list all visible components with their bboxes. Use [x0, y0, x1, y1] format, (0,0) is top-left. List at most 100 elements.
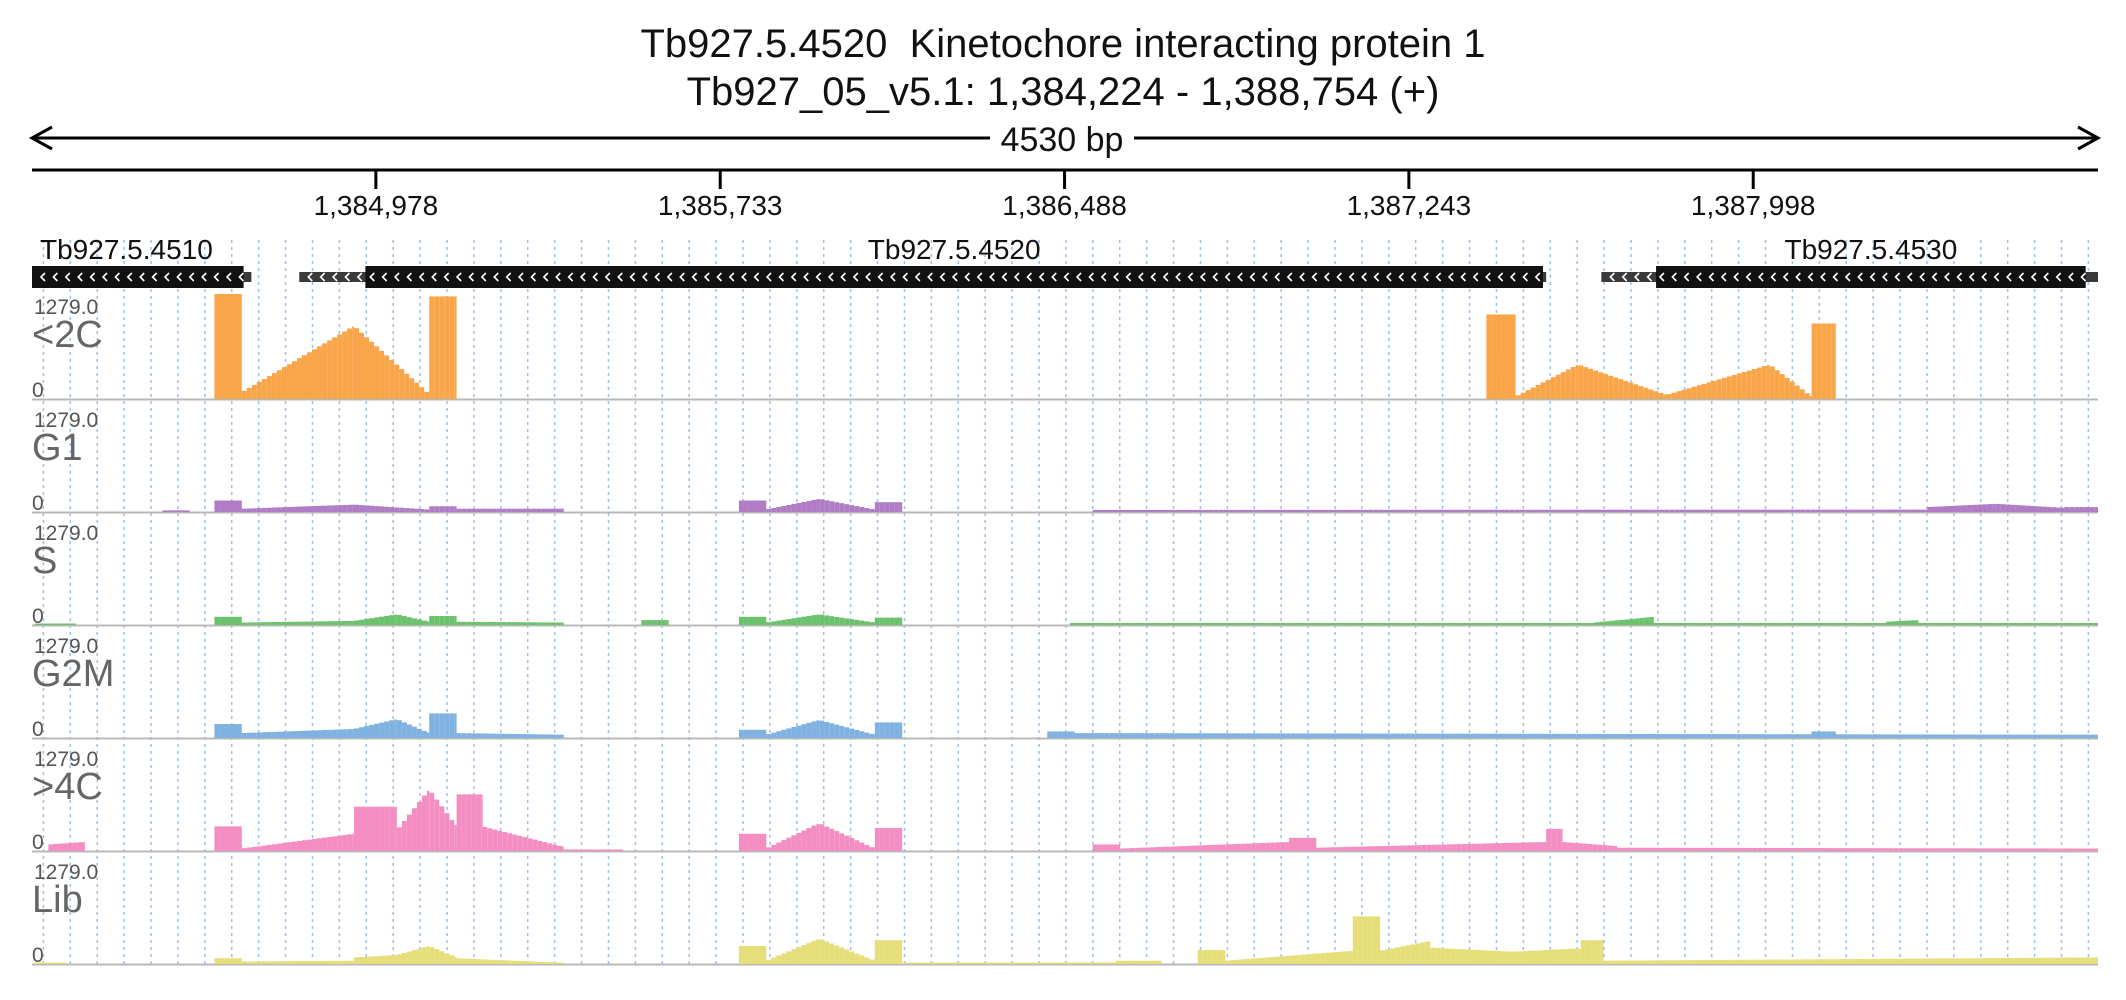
strand-arrow — [1795, 272, 1801, 282]
coverage-bar — [291, 361, 297, 399]
coverage-bar — [526, 508, 532, 512]
coverage-bar — [1653, 391, 1659, 399]
coverage-bar — [1522, 951, 1528, 964]
y-max-label: 1279.0 — [34, 635, 98, 658]
coverage-bar — [476, 959, 482, 964]
coverage-bar — [894, 617, 900, 625]
coverage-bar — [1303, 837, 1309, 851]
coverage-bar — [347, 328, 353, 399]
coverage-bar — [2012, 734, 2018, 738]
coverage-bar — [396, 827, 402, 851]
coverage-bar — [1210, 844, 1216, 851]
coverage-bar — [1320, 953, 1326, 964]
coverage-bar — [1575, 365, 1579, 399]
coverage-bar — [449, 506, 455, 512]
coverage-bar — [1787, 848, 1793, 851]
coverage-bar — [2052, 734, 2058, 738]
coverage-bar — [613, 849, 619, 851]
coverage-bar — [902, 962, 908, 964]
coverage-bar — [1540, 382, 1546, 399]
coverage-bar — [2084, 507, 2090, 512]
coverage-bar — [1360, 622, 1367, 625]
coverage-bar — [364, 806, 370, 851]
coverage-bar — [1731, 734, 1737, 738]
coverage-bar — [748, 616, 754, 625]
coverage-bar — [1544, 509, 1550, 512]
coverage-bar — [1875, 509, 1881, 512]
coverage-bar — [1233, 509, 1239, 512]
coverage-bar — [1198, 509, 1204, 512]
coverage-bar — [1569, 509, 1575, 512]
coverage-bar — [2023, 848, 2029, 851]
coverage-bar — [1283, 509, 1289, 512]
coverage-bar — [1350, 733, 1356, 738]
coverage-bar — [2082, 734, 2088, 738]
coverage-bar — [1727, 847, 1733, 851]
coverage-bar — [1834, 959, 1840, 964]
coverage-bar — [1295, 955, 1301, 964]
coverage-bar — [1724, 959, 1730, 964]
strand-arrow — [1981, 272, 1987, 282]
coverage-bar — [1223, 509, 1229, 512]
coverage-bar — [322, 730, 328, 738]
coverage-bar — [256, 732, 262, 738]
strand-arrow — [989, 272, 995, 282]
strand-arrow — [319, 272, 326, 282]
coverage-bar — [551, 734, 557, 738]
coverage-bar — [824, 615, 830, 625]
coverage-bar — [1526, 622, 1532, 625]
coverage-bar — [1623, 380, 1629, 399]
coverage-bar — [1890, 509, 1896, 512]
coverage-bar — [332, 337, 338, 399]
coverage-bar — [1380, 733, 1386, 738]
coverage-bar — [2009, 958, 2015, 964]
coverage-bar — [1843, 848, 1849, 851]
coverage-bar — [506, 508, 512, 512]
coverage-bar — [1165, 846, 1171, 851]
strand-arrow — [1534, 272, 1541, 282]
coverage-bar — [471, 958, 477, 964]
strand-arrow — [877, 272, 884, 282]
coverage-bar — [583, 849, 589, 851]
coverage-bar — [404, 508, 410, 512]
coverage-bar — [1097, 962, 1103, 964]
y-max-label: 1279.0 — [34, 861, 98, 884]
coverage-bar — [1408, 509, 1414, 512]
coverage-bar — [1932, 734, 1938, 738]
coverage-bar — [1878, 848, 1884, 851]
coverage-bar — [1556, 828, 1562, 851]
coverage-bar — [411, 808, 417, 851]
coverage-bar — [1506, 314, 1512, 399]
coverage-bar — [561, 962, 564, 964]
coverage-bar — [411, 950, 417, 964]
coverage-bar — [1676, 391, 1682, 399]
coverage-bar — [1109, 733, 1115, 738]
coverage-bar — [1734, 509, 1740, 512]
coverage-bar — [337, 835, 343, 851]
strand-arrow — [1993, 272, 2000, 282]
coverage-bar — [531, 734, 537, 738]
coverage-bar — [2030, 957, 2036, 964]
coverage-bar — [1734, 959, 1740, 964]
coverage-bar — [1491, 314, 1497, 399]
strand-arrow — [1683, 272, 1690, 282]
coverage-bar — [1799, 389, 1805, 399]
coverage-bar — [1572, 948, 1578, 964]
coverage-bar — [2078, 848, 2084, 851]
coverage-bar — [1521, 733, 1527, 738]
coverage-bar — [374, 346, 380, 399]
strand-arrow — [1113, 272, 1119, 282]
coverage-bar — [2030, 506, 2036, 512]
coverage-bar — [1588, 368, 1594, 399]
gene-cds — [32, 266, 244, 288]
coverage-bar — [1787, 622, 1793, 625]
coverage-bar — [806, 828, 812, 851]
coverage-bar — [1750, 509, 1756, 512]
coverage-bar — [1480, 733, 1486, 738]
coverage-bar — [1762, 847, 1768, 851]
coverage-bar — [1627, 847, 1633, 851]
coverage-bar — [219, 294, 225, 399]
coverage-bar — [1712, 622, 1718, 625]
strand-arrow — [1423, 272, 1429, 282]
strand-arrow — [468, 272, 475, 282]
